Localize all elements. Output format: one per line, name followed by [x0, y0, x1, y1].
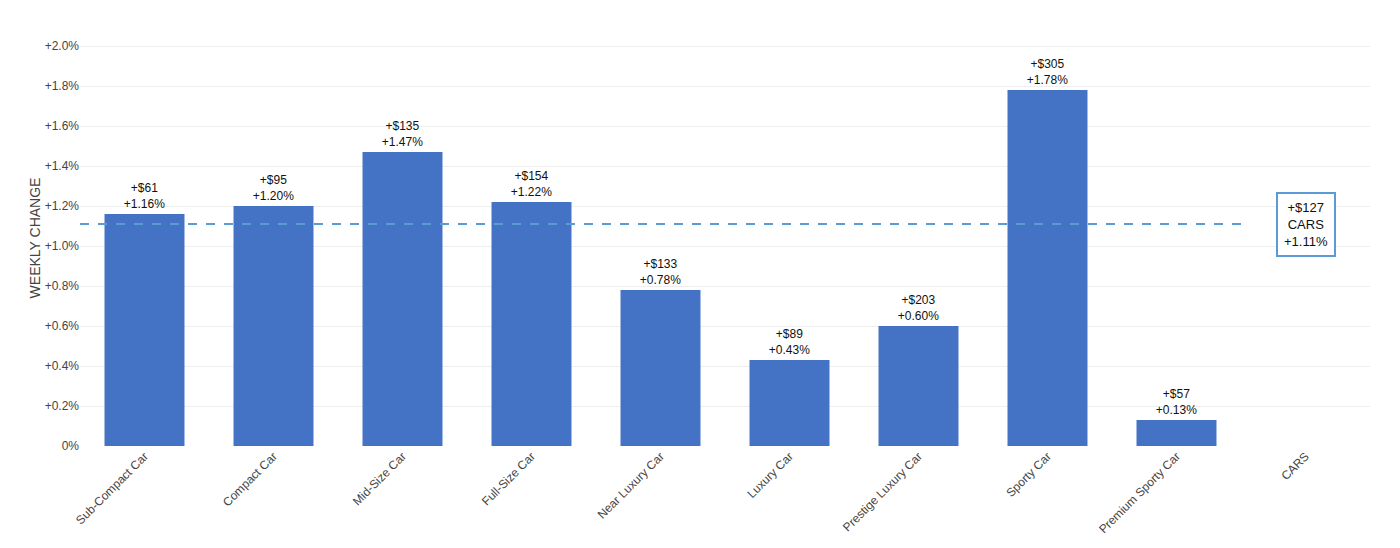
svg-text:Near Luxury Car: Near Luxury Car: [595, 449, 667, 521]
svg-text:+$154+1.22%: +$154+1.22%: [511, 169, 552, 199]
svg-text:Prestige Luxury Car: Prestige Luxury Car: [840, 449, 925, 534]
svg-text:+0.4%: +0.4%: [45, 359, 80, 373]
svg-text:+$133+0.78%: +$133+0.78%: [640, 257, 681, 287]
svg-text:+1.8%: +1.8%: [45, 79, 80, 93]
svg-text:+$61+1.16%: +$61+1.16%: [124, 181, 165, 211]
svg-text:+0.8%: +0.8%: [45, 279, 80, 293]
svg-text:Sporty Car: Sporty Car: [1003, 449, 1053, 499]
svg-text:+$127CARS+1.11%: +$127CARS+1.11%: [1284, 200, 1328, 249]
svg-text:+1.6%: +1.6%: [45, 119, 80, 133]
svg-text:+0.2%: +0.2%: [45, 399, 80, 413]
svg-text:+$203+0.60%: +$203+0.60%: [898, 293, 939, 323]
svg-text:+$305+1.78%: +$305+1.78%: [1027, 57, 1068, 87]
svg-text:+1.4%: +1.4%: [45, 159, 80, 173]
svg-text:+2.0%: +2.0%: [45, 39, 80, 53]
svg-text:Sub-Compact Car: Sub-Compact Car: [73, 449, 151, 527]
svg-text:+$95+1.20%: +$95+1.20%: [253, 173, 294, 203]
svg-text:+1.2%: +1.2%: [45, 199, 80, 213]
svg-text:Premium Sporty Car: Premium Sporty Car: [1096, 449, 1183, 536]
svg-text:+$89+0.43%: +$89+0.43%: [769, 327, 810, 357]
svg-text:Compact Car: Compact Car: [220, 449, 280, 509]
svg-text:CARS: CARS: [1278, 449, 1311, 482]
svg-text:Luxury Car: Luxury Car: [744, 449, 795, 500]
svg-text:+0.6%: +0.6%: [45, 319, 80, 333]
svg-text:+1.0%: +1.0%: [45, 239, 80, 253]
svg-text:+$57+0.13%: +$57+0.13%: [1156, 387, 1197, 417]
svg-text:0%: 0%: [62, 439, 80, 453]
svg-text:Mid-Size Car: Mid-Size Car: [350, 449, 409, 508]
svg-text:WEEKLY CHANGE: WEEKLY CHANGE: [27, 178, 43, 299]
svg-text:Full-Size Car: Full-Size Car: [479, 449, 538, 508]
svg-text:+$135+1.47%: +$135+1.47%: [382, 119, 423, 149]
